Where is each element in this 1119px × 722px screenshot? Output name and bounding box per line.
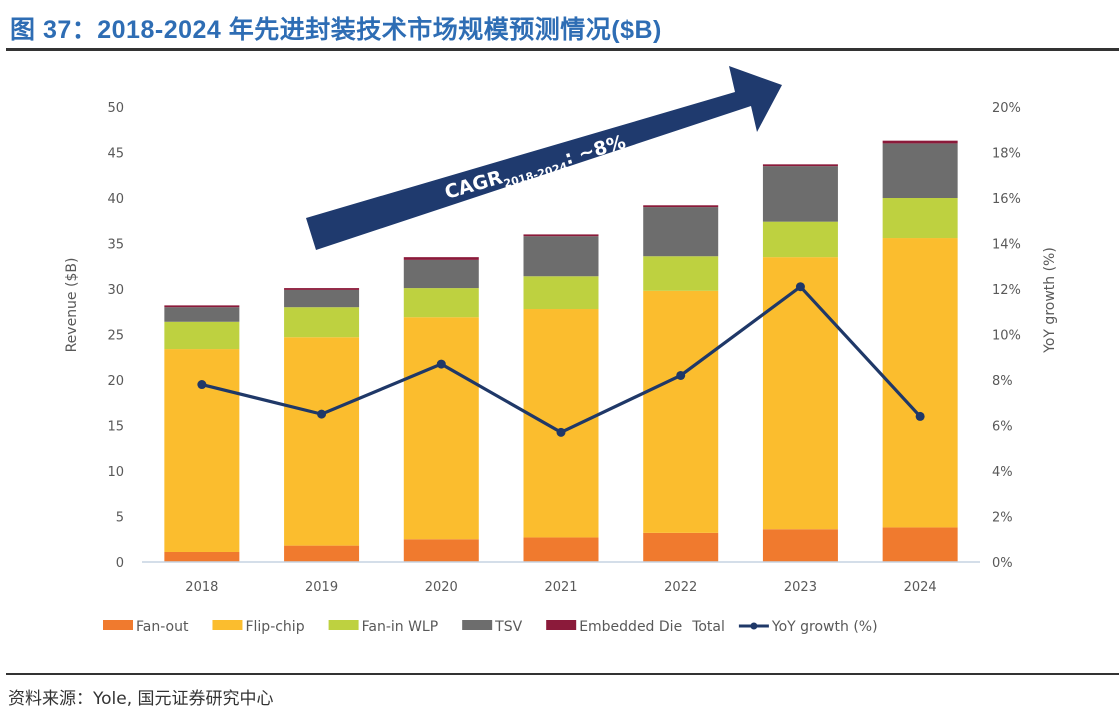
legend-label: Flip-chip	[245, 619, 304, 635]
bar-segment-embedded-die	[164, 305, 240, 308]
y2-tick-label: 0%	[992, 556, 1013, 571]
bar-segment-fan-in-wlp	[762, 221, 838, 258]
y2-tick-label: 12%	[992, 283, 1021, 298]
bar-segment-fan-out	[762, 529, 838, 562]
legend-label: Embedded Die	[579, 619, 682, 635]
legend-label: Fan-out	[136, 619, 189, 635]
x-tick-label: 2018	[185, 580, 218, 595]
yoy-point	[556, 427, 566, 437]
bar-segment-tsv	[523, 236, 599, 277]
y-axis-right: 0% 2% 4% 6% 8% 10% 12% 14% 16% 18% 20%	[992, 101, 1021, 571]
y-tick-label: 10	[107, 465, 124, 480]
bar-segment-fan-out	[403, 539, 479, 562]
legend-swatch-yoy-marker	[750, 622, 758, 630]
bar-segment-fan-out	[643, 532, 719, 562]
bar-segment-fan-out	[882, 527, 958, 562]
y2-tick-label: 2%	[992, 511, 1013, 526]
y-axis-left-title: Revenue ($B)	[64, 258, 80, 353]
bar-segment-embedded-die	[643, 205, 719, 208]
bar-segment-fan-in-wlp	[164, 321, 240, 350]
bar-segment-fan-out	[523, 537, 599, 562]
y-tick-label: 30	[107, 283, 124, 298]
bar-segment-tsv	[882, 143, 958, 198]
bar-segment-embedded-die	[882, 140, 958, 144]
chart-title: 图 37：2018-2024 年先进封装技术市场规模预测情况($B)	[10, 16, 662, 44]
bar-segment-flip-chip	[643, 290, 719, 533]
legend: Fan-out Flip-chip Fan-in WLP TSV Embedded Di…	[103, 619, 878, 635]
bar-segment-embedded-die	[403, 257, 479, 260]
x-tick-label: 2024	[904, 580, 937, 595]
yoy-point	[436, 359, 446, 369]
cagr-label: CAGR2018-2024: ~8%	[442, 131, 629, 207]
bar-segment-tsv	[284, 289, 360, 308]
yoy-point	[317, 409, 327, 419]
x-tick-label: 2021	[544, 580, 577, 595]
y2-tick-label: 6%	[992, 420, 1013, 435]
bar-segment-flip-chip	[523, 309, 599, 538]
legend-swatch-flip-chip	[212, 620, 243, 630]
y-tick-label: 20	[107, 374, 124, 389]
bar-segment-tsv	[403, 259, 479, 289]
y-tick-label: 0	[116, 556, 124, 571]
bars-group	[164, 140, 958, 562]
legend-label: Fan-in WLP	[362, 619, 439, 635]
x-axis: 2018 2019 2020 2021 2022 2023 2024	[142, 561, 980, 595]
x-tick-label: 2019	[305, 580, 338, 595]
y2-tick-label: 8%	[992, 374, 1013, 389]
y2-tick-label: 20%	[992, 101, 1021, 116]
legend-swatch-fan-out	[103, 620, 133, 630]
x-tick-label: 2022	[664, 580, 697, 595]
legend-swatch-fan-in-wlp	[328, 620, 359, 630]
legend-label-total: Total	[691, 619, 725, 635]
bar-segment-embedded-die	[762, 164, 838, 167]
y2-tick-label: 4%	[992, 465, 1013, 480]
y-tick-label: 35	[107, 238, 124, 253]
bar-segment-tsv	[164, 307, 240, 322]
chart-canvas: CAGR2018-2024: ~8% 2018 2019 2020 2021 2022 2…	[64, 66, 1058, 635]
y2-tick-label: 16%	[992, 192, 1021, 207]
footer-divider	[6, 673, 1119, 675]
bar-segment-fan-out	[284, 545, 360, 562]
cagr-arrow-shape	[306, 66, 782, 250]
y-tick-label: 40	[107, 192, 124, 207]
bar-segment-embedded-die	[523, 234, 599, 237]
bar-segment-fan-in-wlp	[643, 256, 719, 291]
y-tick-label: 5	[116, 511, 124, 526]
y-tick-label: 50	[107, 101, 124, 116]
yoy-point	[197, 380, 207, 390]
yoy-point	[795, 282, 805, 292]
bar-segment-fan-in-wlp	[523, 276, 599, 310]
y-tick-label: 25	[107, 329, 124, 344]
bar-segment-fan-in-wlp	[284, 307, 360, 338]
legend-label: TSV	[494, 619, 522, 635]
bar-segment-flip-chip	[762, 257, 838, 530]
bar-segment-fan-in-wlp	[403, 288, 479, 318]
y2-tick-label: 18%	[992, 147, 1021, 162]
y-tick-label: 15	[107, 420, 124, 435]
source-note: 资料来源：Yole, 国元证券研究中心	[8, 689, 274, 709]
bar-segment-flip-chip	[164, 349, 240, 552]
bar-segment-fan-in-wlp	[882, 198, 958, 239]
yoy-point	[915, 411, 925, 421]
y-axis-left: 0 5 10 15 20 25 30 35 40 45 50	[107, 101, 124, 571]
bar-segment-flip-chip	[882, 238, 958, 528]
bar-segment-fan-out	[164, 551, 240, 562]
y2-tick-label: 10%	[992, 329, 1021, 344]
bar-segment-flip-chip	[403, 317, 479, 540]
bar-segment-embedded-die	[284, 288, 360, 290]
legend-swatch-embedded-die	[546, 620, 577, 630]
y-tick-label: 45	[107, 147, 124, 162]
yoy-point	[676, 370, 686, 380]
bar-segment-tsv	[643, 207, 719, 257]
y-axis-right-title: YoY growth (%)	[1042, 247, 1058, 354]
y2-tick-label: 14%	[992, 238, 1021, 253]
bar-segment-flip-chip	[284, 337, 360, 546]
x-tick-label: 2020	[425, 580, 458, 595]
legend-swatch-tsv	[462, 620, 493, 630]
title-divider	[6, 48, 1119, 51]
yoy-line-group	[197, 282, 925, 437]
bar-segment-tsv	[762, 166, 838, 222]
legend-label: YoY growth (%)	[771, 619, 878, 635]
x-tick-label: 2023	[784, 580, 817, 595]
